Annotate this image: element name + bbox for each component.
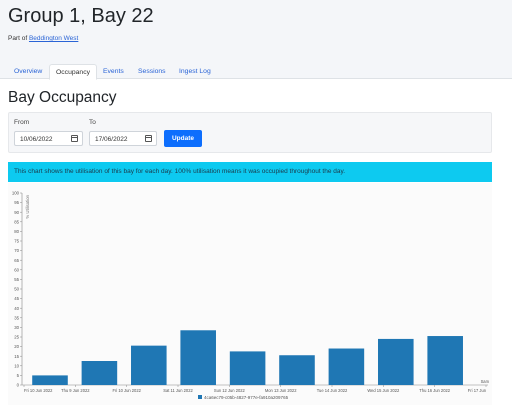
bar (81, 361, 118, 385)
part-of-label: Part of (8, 35, 28, 42)
tab-ingest-log[interactable]: Ingest Log (179, 68, 211, 75)
y-tick-label: 5 (17, 373, 20, 378)
bar (427, 336, 463, 385)
parent-site-link[interactable]: Beddington West (28, 35, 79, 42)
y-tick-label: 90 (14, 210, 19, 215)
tab-occupancy[interactable]: Occupancy (49, 64, 98, 80)
section-title: Bay Occupancy (8, 89, 117, 106)
occupancy-chart: 0 5 10 15 20 25 30 35 40 45 50 55 60 65 70 75 80 85 90 95 10… (8, 183, 492, 405)
to-date-input[interactable]: 17/06/2022 (89, 131, 157, 146)
from-date-input[interactable]: 10/06/2022 (14, 131, 83, 146)
y-tick-label: 35 (14, 315, 19, 320)
x-tick-label: Wed 15 Jun 2022 (367, 388, 400, 393)
y-tick-label: 95 (14, 200, 19, 205)
x-tick-label: Thu 9 Jun 2022 (61, 388, 90, 393)
y-tick-label: 50 (14, 287, 19, 292)
bar (328, 348, 365, 385)
y-tick-label: 25 (14, 335, 19, 340)
from-label: From (14, 119, 30, 126)
page-title: Group 1, Bay 22 (8, 5, 154, 27)
x-tick-label: Sat 11 Jun 2022 (163, 388, 193, 393)
bar (229, 351, 266, 385)
x-tick-label: Fri 10 Jun 2022 (24, 388, 53, 393)
y-tick-label: 15 (14, 354, 19, 359)
legend-label: 4ca6ec79-c05b-4827-977e-fa910a209765 (204, 395, 289, 400)
parent-line: Part of Beddington West (8, 35, 78, 42)
y-tick-label: 30 (14, 325, 19, 330)
bar (378, 338, 414, 385)
y-tick-label: 60 (14, 267, 19, 272)
y-tick-label: 45 (14, 296, 19, 301)
page-header: Group 1, Bay 22 Part of Beddington West … (0, 0, 512, 80)
x-axis-label: Sam (481, 379, 490, 384)
y-tick-label: 80 (14, 229, 19, 234)
y-tick-label: 70 (14, 248, 19, 253)
y-tick-label: 40 (14, 306, 19, 311)
y-tick-label: 85 (14, 219, 19, 224)
y-tick-label: 55 (14, 277, 19, 282)
tab-overview[interactable]: Overview (14, 68, 43, 75)
from-date-value: 10/06/2022 (20, 136, 53, 143)
y-tick-label: 10 (14, 363, 19, 368)
bar (279, 355, 315, 385)
y-tick-label: 20 (14, 344, 19, 349)
y-tick-label: 100 (12, 191, 20, 196)
x-tick-label: Fri 10 Jun 2022 (112, 388, 141, 393)
to-label: To (89, 119, 96, 126)
x-tick-label: Thu 16 Jun 2022 (419, 388, 450, 393)
y-axis-label: % Utilisation (25, 194, 30, 218)
y-tick-label: 0 (17, 383, 20, 388)
x-tick-label: Mon 13 Jun 2022 (265, 388, 297, 393)
to-date-value: 17/06/2022 (95, 136, 128, 143)
x-tick-label: Sun 12 Jun 2022 (214, 388, 246, 393)
chart-svg: 0 5 10 15 20 25 30 35 40 45 50 55 60 65 70 75 80 85 90 95 10… (12, 191, 490, 400)
x-tick-label: Tue 14 Jun 2022 (317, 388, 348, 393)
bar (180, 330, 216, 385)
tab-sessions[interactable]: Sessions (138, 68, 166, 75)
tab-bar: Overview Occupancy Events Sessions Inges… (0, 60, 512, 80)
calendar-icon[interactable] (71, 135, 78, 142)
info-alert: This chart shows the utilisation of this… (8, 162, 492, 182)
bar (32, 375, 68, 385)
bar (131, 345, 167, 385)
date-range-form: From 10/06/2022 To 17/06/2022 Update (8, 112, 492, 153)
y-tick-label: 65 (14, 258, 19, 263)
legend-swatch (198, 395, 202, 399)
tab-events[interactable]: Events (103, 68, 124, 75)
calendar-icon[interactable] (145, 135, 152, 142)
update-button[interactable]: Update (164, 130, 202, 147)
y-tick-label: 75 (14, 239, 19, 244)
x-tick-label: Fri 17 Jun (468, 388, 487, 393)
